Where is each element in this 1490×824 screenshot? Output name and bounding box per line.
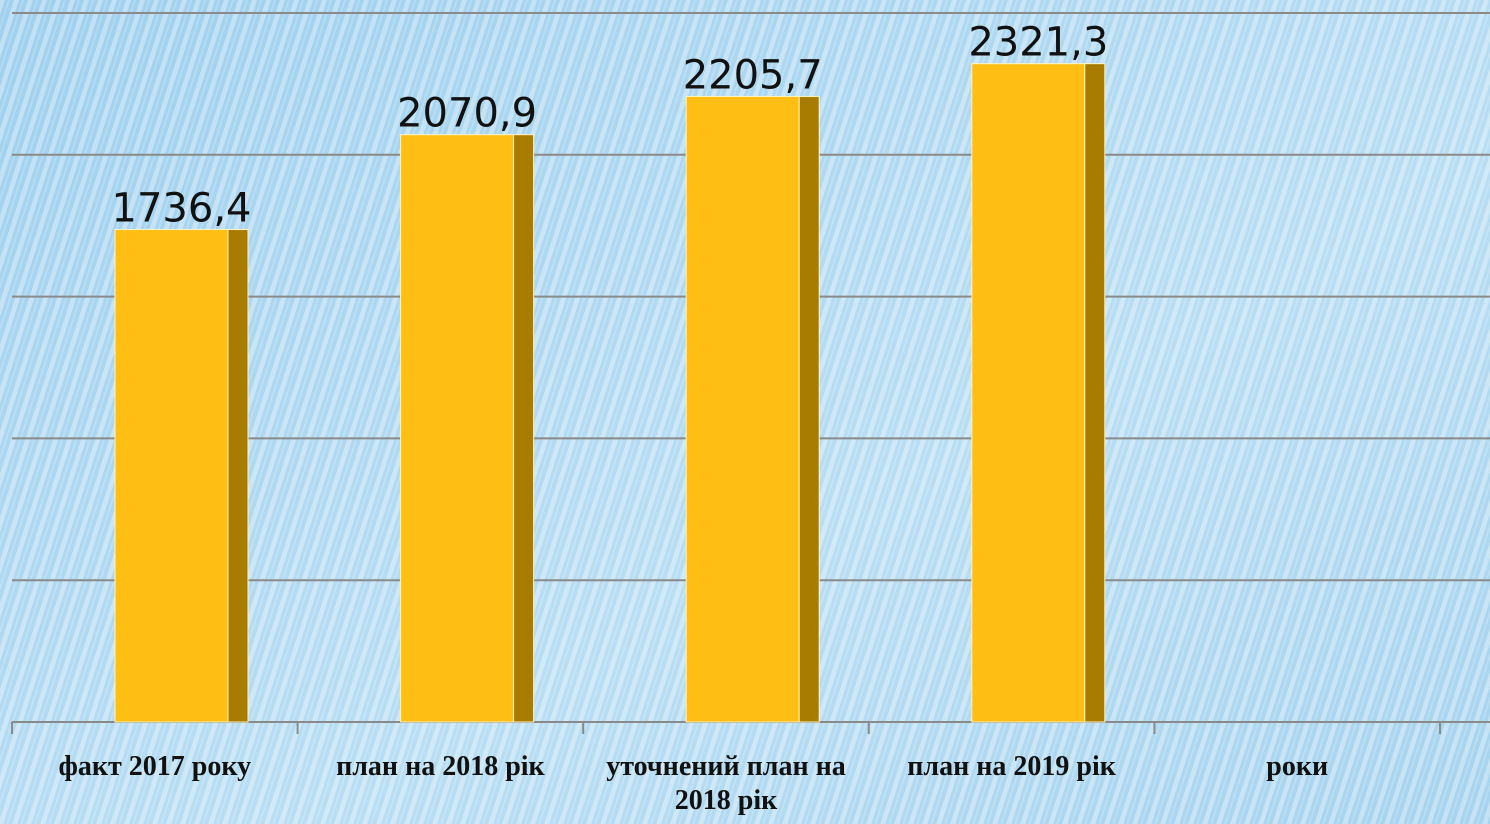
x-tick-label: роки xyxy=(1266,751,1329,782)
bar-side xyxy=(513,134,535,723)
bar-side xyxy=(227,229,249,723)
bar xyxy=(114,229,229,723)
bar xyxy=(685,95,800,723)
value-label: 1736,4 xyxy=(112,186,252,232)
bar-side xyxy=(1084,63,1106,723)
value-label: 2070,9 xyxy=(397,91,537,137)
x-tick-label: план на 2018 рік xyxy=(336,751,545,782)
value-label: 2321,3 xyxy=(968,20,1108,66)
x-tick-label: факт 2017 року xyxy=(58,751,252,782)
bar-side xyxy=(798,95,820,723)
value-label: 2205,7 xyxy=(683,52,823,98)
bar xyxy=(971,63,1086,723)
plot-area: 1736,4 2070,9 2205,7 2321,3 xyxy=(11,12,1490,734)
x-tick-label: уточнений план на 2018 рік xyxy=(606,751,846,816)
x-tick-label: план на 2019 рік xyxy=(907,751,1116,782)
bar xyxy=(400,134,515,723)
